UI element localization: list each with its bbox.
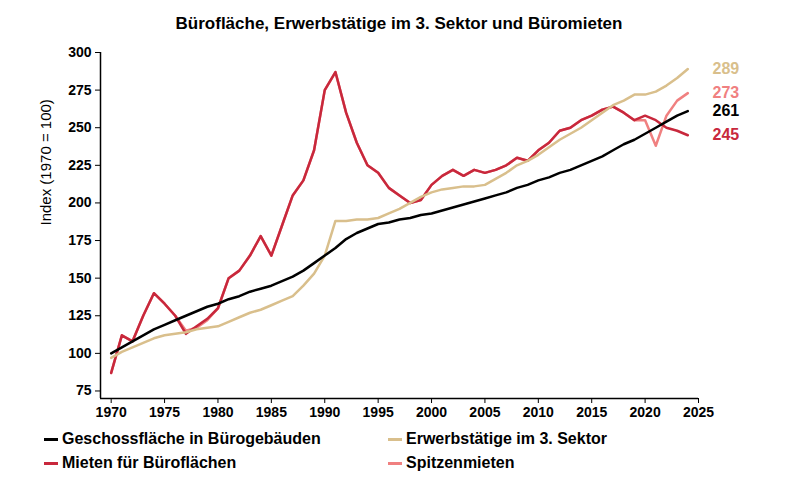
html-text:Mieten für Büroflächen: Mieten für Büroflächen	[62, 454, 237, 471]
svg-text:2000: 2000	[416, 404, 447, 420]
svg-text:225: 225	[68, 157, 92, 173]
svg-text:261: 261	[713, 102, 740, 119]
html-text:Bürofläche, Erwerbstätige im 3: Bürofläche, Erwerbstätige im 3. Sektor u…	[175, 14, 623, 33]
svg-text:273: 273	[713, 84, 740, 101]
svg-text:175: 175	[68, 232, 92, 248]
svg-text:2005: 2005	[469, 404, 500, 420]
svg-text:1975: 1975	[149, 404, 180, 420]
svg-text:289: 289	[713, 60, 740, 77]
svg-text:125: 125	[68, 307, 92, 323]
svg-text:275: 275	[68, 82, 92, 98]
svg-text:245: 245	[713, 126, 740, 143]
svg-text:2025: 2025	[683, 404, 714, 420]
html-text:Erwerbstätige im 3. Sektor: Erwerbstätige im 3. Sektor	[406, 430, 607, 447]
svg-text:2015: 2015	[576, 404, 607, 420]
svg-text:150: 150	[68, 270, 92, 286]
html-text:Geschossfläche in Bürogebäuden: Geschossfläche in Bürogebäuden	[62, 430, 321, 447]
svg-text:75: 75	[76, 382, 92, 398]
svg-text:1970: 1970	[96, 404, 127, 420]
svg-text:300: 300	[68, 44, 92, 60]
html-text:Spitzenmieten: Spitzenmieten	[406, 454, 515, 471]
svg-text:Index (1970 = 100): Index (1970 = 100)	[37, 99, 54, 225]
svg-text:2020: 2020	[630, 404, 661, 420]
svg-text:100: 100	[68, 345, 92, 361]
svg-text:250: 250	[68, 119, 92, 135]
svg-text:1985: 1985	[256, 404, 287, 420]
svg-text:1980: 1980	[202, 404, 233, 420]
svg-text:200: 200	[68, 194, 92, 210]
svg-text:1995: 1995	[363, 404, 394, 420]
svg-text:1990: 1990	[309, 404, 340, 420]
svg-text:2010: 2010	[523, 404, 554, 420]
